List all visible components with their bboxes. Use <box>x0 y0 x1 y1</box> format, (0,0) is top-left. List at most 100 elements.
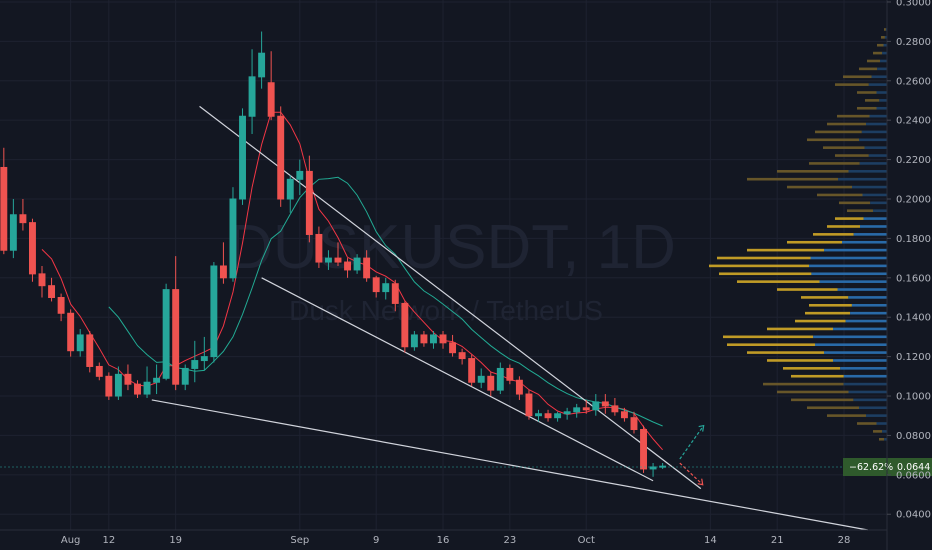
arrow-up-green[interactable] <box>679 425 705 460</box>
candle-body <box>401 302 409 348</box>
candle-body <box>95 365 103 377</box>
volume-profile-bar-buy <box>845 319 887 323</box>
time-axis-label: 19 <box>169 535 182 546</box>
projection-arrows[interactable] <box>679 424 705 486</box>
price-axis-label: 0.0400 <box>896 510 931 521</box>
volume-profile-bar-sell <box>839 201 871 205</box>
volume-profile-bar-sell <box>835 217 864 220</box>
volume-profile-bar-sell <box>747 351 824 354</box>
volume-profile-bar-sell <box>767 327 833 331</box>
volume-profile-bar-buy <box>866 122 887 126</box>
candle-body <box>410 334 418 348</box>
volume-profile-bar-sell <box>835 83 869 86</box>
candle-body <box>344 261 352 271</box>
candle-body <box>353 257 361 271</box>
time-axis-label: 12 <box>102 535 115 546</box>
candle-body <box>239 115 246 200</box>
volume-profile-bar-buy <box>871 75 887 79</box>
volume-profile-bar-sell <box>884 28 886 31</box>
candle-body <box>181 367 189 385</box>
volume-profile-bar-buy <box>810 256 887 260</box>
volume-profile-bar-buy <box>859 162 887 165</box>
candle-body <box>477 375 485 383</box>
volume-profile-bar-sell <box>777 170 849 173</box>
volume-profile-bar-buy <box>840 367 887 370</box>
candle-body <box>134 383 141 395</box>
price-axis-label: 0.3000 <box>896 0 931 8</box>
volume-profile-bar-buy <box>873 209 887 213</box>
volume-profile-bar-buy <box>882 51 887 55</box>
arrow-down-red[interactable] <box>679 462 704 486</box>
volume-profile-bar-sell <box>807 138 859 142</box>
price-axis-label: 0.1400 <box>896 313 931 324</box>
candle-body <box>172 289 180 385</box>
price-axis[interactable]: 0.3000 0.2800 0.2600 0.2400 0.2200 0.2000 0.18… <box>886 0 931 550</box>
candle-body <box>258 52 266 78</box>
volume-profile-bar-buy <box>848 390 887 394</box>
volume-profile-bar-buy <box>883 43 887 47</box>
time-axis-label: 28 <box>838 535 851 546</box>
candle-body <box>76 334 84 352</box>
volume-profile-bar-buy <box>859 406 887 410</box>
candle-body <box>315 233 323 263</box>
volume-profile-bar-buy <box>880 59 887 63</box>
volume-profile-bar-sell <box>873 430 883 433</box>
candle-body <box>29 222 36 275</box>
candle-body <box>219 265 227 279</box>
candle-body <box>449 342 457 354</box>
volume-profile-bar-buy <box>842 240 887 244</box>
volume-profile-bar-sell <box>879 437 885 441</box>
volume-profile-bar-buy <box>853 398 887 402</box>
volume-profile-bar-sell <box>791 374 844 378</box>
price-axis-label: 0.2400 <box>896 116 931 127</box>
volume-profile-bar-buy <box>851 303 887 307</box>
arrow-up-head <box>698 424 705 432</box>
volume-profile-bar-sell <box>747 177 838 181</box>
volume-profile-bar-buy <box>848 296 887 299</box>
volume-profile-bar-buy <box>868 154 887 157</box>
volume-profile-bar-sell <box>827 225 860 228</box>
volume-profile-bar-sell <box>723 335 814 339</box>
volume-profile-bar-sell <box>719 272 812 276</box>
candle-body <box>48 285 56 299</box>
candles <box>0 31 667 477</box>
volume-profile-bar-sell <box>859 67 878 71</box>
candle-body <box>305 170 313 235</box>
volume-profile-bar-buy <box>862 193 887 197</box>
candle-body <box>229 198 237 279</box>
volume-profile-bar-buy <box>863 217 887 220</box>
volume-profile-bar-sell <box>857 422 877 425</box>
volume-profile-bar-buy <box>866 414 887 417</box>
volume-profile-bar-sell <box>709 264 809 268</box>
volume-profile-bar-sell <box>865 99 880 102</box>
volume-profile-bar-sell <box>791 398 854 402</box>
volume-profile-bar-sell <box>763 382 844 386</box>
trendline-3[interactable] <box>151 399 869 531</box>
volume-profile-bar-sell <box>805 311 851 315</box>
volume-profile-bar-buy <box>833 327 887 331</box>
volume-profile-bar-sell <box>777 288 838 291</box>
candle-body <box>105 375 113 397</box>
time-axis-label: 16 <box>437 535 450 546</box>
volume-profile-bar-buy <box>811 272 887 276</box>
candle-body <box>601 401 609 407</box>
volume-profile-bar-buy <box>833 359 887 362</box>
volume-profile-bar-buy <box>882 430 887 433</box>
candle-body <box>286 178 294 200</box>
volume-profile-bar-sell <box>827 414 866 417</box>
candle-body <box>57 297 65 314</box>
time-axis[interactable]: Aug 12 19 Sep 9 16 23 Oct 14 21 28 <box>0 529 887 546</box>
candle-body <box>563 411 571 415</box>
candle-body <box>372 277 380 293</box>
volume-profile-bar-buy <box>837 288 887 291</box>
trendline-2[interactable] <box>261 277 654 482</box>
volume-profile-bar-sell <box>857 106 877 110</box>
candle-body <box>200 356 208 362</box>
volume-profile-bar-buy <box>869 114 887 118</box>
price-axis-label: 0.0600 <box>896 470 931 481</box>
volume-profile-bar-buy <box>876 91 887 94</box>
candle-body <box>620 411 628 419</box>
arrow-down-head <box>697 478 704 486</box>
volume-profile-bar-sell <box>827 122 866 126</box>
